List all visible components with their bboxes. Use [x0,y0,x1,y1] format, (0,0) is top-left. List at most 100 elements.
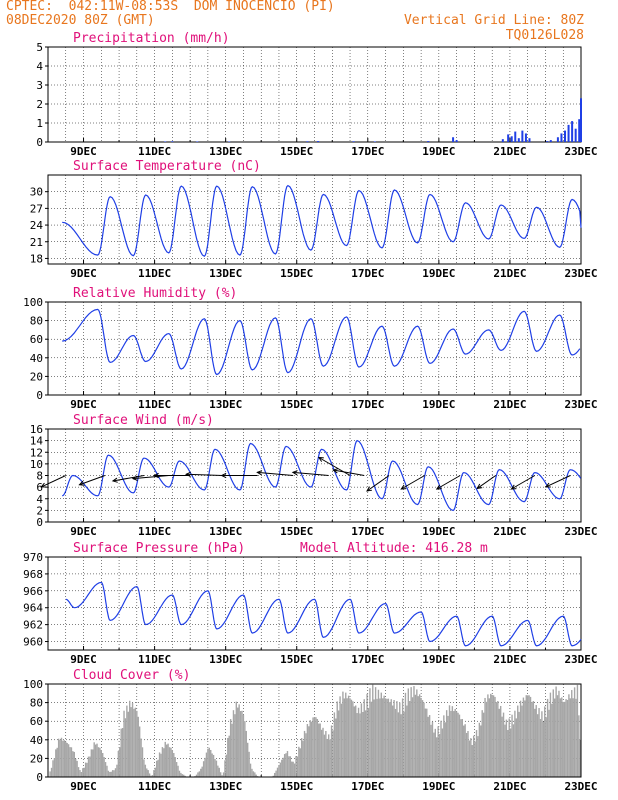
wind-arrow-head [317,456,324,462]
cloud-cover-bar [217,765,219,777]
cloud-cover-bar [80,772,83,777]
cloud-cover-xtick-label: 19DEC [422,780,455,793]
wind-arrow [511,475,536,490]
surface-pressure-frame [47,556,582,651]
cloud-cover-bar [319,723,321,777]
cloud-cover-bar [373,699,375,777]
cloud-cover-bar [499,705,502,777]
relative-humidity-xtick-label: 19DEC [422,398,455,411]
cloud-cover-bar [364,710,367,777]
cloud-cover-bar [234,714,236,777]
cloud-cover-bar [119,747,121,777]
cloud-cover-bar [345,692,347,777]
cloud-cover-bar [90,749,93,777]
cloud-cover-bar [170,747,172,777]
surface-pressure-xtick-label: 9DEC [70,653,97,666]
cloud-cover-bar [141,747,144,777]
grid-line-note: Vertical Grid Line: 80Z [403,13,584,28]
cloud-cover-bar [49,771,51,777]
cloud-cover-bar [349,698,351,777]
cloud-cover-bar [335,718,337,777]
cloud-cover-bar [409,701,411,777]
cloud-cover-bar [66,742,68,777]
wind-arrow-head [131,475,138,481]
cloud-cover-bar [447,715,449,777]
cloud-cover-bar [120,728,122,777]
cloud-cover-bar [147,770,149,777]
surface-wind-ytick-label: 14 [30,435,44,448]
wind-arrow-head [40,482,47,488]
cloud-cover-bar [478,722,481,777]
cloud-cover-bar [390,699,392,777]
precipitation-bar [517,138,520,142]
cloud-cover-bar [195,774,198,777]
cloud-cover-bar [52,760,54,777]
cloud-cover-bar [376,698,378,777]
cloud-cover-bar [337,710,340,777]
precipitation-bar [352,141,355,142]
cloud-cover-bar [67,744,70,777]
cloud-cover-bar [501,716,503,777]
cloud-cover-bar [174,757,176,777]
surface-temperature-xtick-label: 19DEC [422,267,455,280]
cloud-cover-bar [485,701,488,777]
relative-humidity-ytick-label: 40 [30,352,43,365]
cloud-cover-bar [244,721,246,777]
cloud-cover-bar [245,730,247,777]
surface-pressure-ytick-label: 968 [23,568,43,581]
cloud-cover-bar [576,684,579,777]
cloud-cover-bar [558,690,560,777]
cloud-cover-bar [403,711,405,777]
wind-arrow [436,475,461,490]
cloud-cover-bar [124,718,127,777]
cloud-cover-xtick-label: 9DEC [70,780,97,793]
cloud-cover-bar [229,719,232,777]
cloud-cover-bar [413,686,415,777]
relative-humidity-ytick-label: 60 [30,333,43,346]
cloud-cover-xtick-label: 15DEC [280,780,313,793]
surface-pressure-ytick-label: 966 [23,585,43,598]
cloud-cover-bar [73,751,75,777]
cloud-cover-bar [437,726,439,777]
cloud-cover-bar [488,698,491,777]
cloud-cover-ytick-label: 80 [30,697,43,710]
cloud-cover-bar [336,701,338,777]
cloud-cover-bar [417,696,419,777]
cloud-cover-ytick-label: 60 [30,715,43,728]
cloud-cover-bar [153,770,155,777]
cloud-cover-bar [323,734,326,777]
cloud-cover-bar [313,717,316,777]
cloud-cover-bar [463,725,465,777]
precipitation-bar [452,137,455,142]
cloud-cover-bar [168,747,171,777]
cloud-cover-bar [77,767,80,777]
wind-arrow [401,475,425,490]
cloud-cover-bar [251,768,253,777]
surface-pressure-ytick-label: 962 [23,619,43,632]
cloud-cover-bar [150,775,152,777]
cloud-cover-bar [481,710,483,777]
cloud-cover-bar [451,706,454,777]
cloud-cover-bar [465,732,468,777]
wind-arrow [333,469,365,476]
cloud-cover-bar [438,734,441,777]
cloud-cover-bar [96,743,98,777]
precipitation-xtick-label: 15DEC [280,145,313,158]
surface-wind-xtick-label: 17DEC [351,525,384,538]
cloud-cover-bar [123,710,125,777]
cloud-cover-bar [214,759,216,777]
cloud-cover-bar [224,760,226,777]
cloud-cover-bar [114,768,117,777]
cloud-cover-ytick-label: 0 [36,771,43,784]
cloud-cover-xtick-label: 17DEC [351,780,384,793]
cloud-cover-bar [517,705,519,777]
cloud-cover-bar [471,745,473,777]
cloud-cover-bar [75,758,77,777]
cloud-cover-bar [453,711,455,777]
cloud-cover-bar [431,721,434,777]
cloud-cover-bar [477,736,479,777]
relative-humidity-ytick-label: 80 [30,315,43,328]
cloud-cover-bar [100,750,102,777]
cloud-cover-bar [482,712,485,777]
cloud-cover-bar [158,752,161,777]
